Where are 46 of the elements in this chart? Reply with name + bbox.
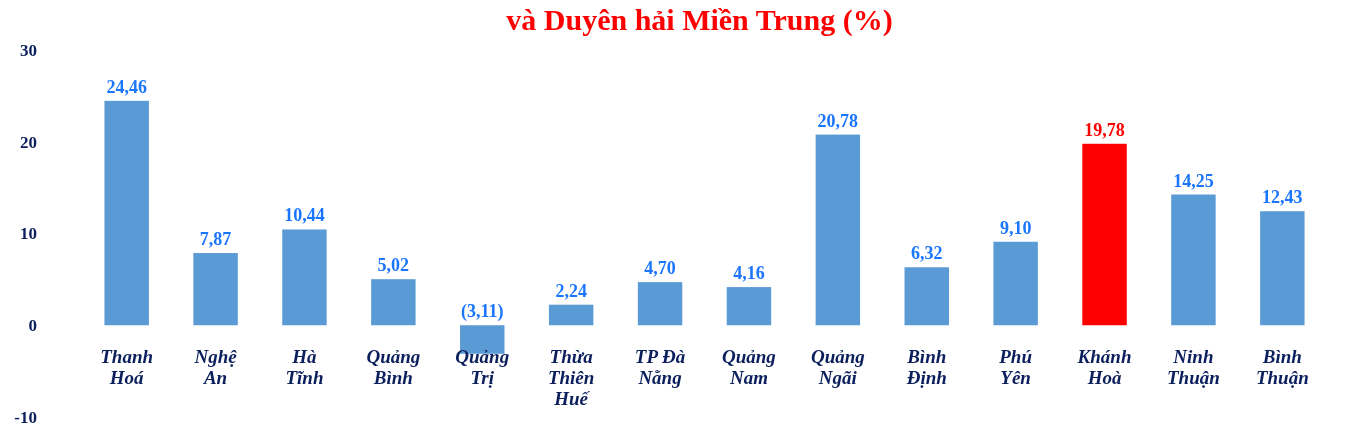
- data-label: (3,11): [461, 301, 504, 323]
- x-tick-label: Thừa Thiên Huế: [547, 346, 595, 410]
- y-tick-label: 10: [20, 224, 37, 244]
- data-label: 12,43: [1262, 187, 1303, 208]
- bar: [637, 282, 683, 326]
- bar: [726, 287, 772, 326]
- bar: [548, 304, 594, 326]
- y-tick-label: -10: [14, 407, 37, 427]
- bar: [282, 229, 327, 326]
- x-tick-label: Thanh Hoá: [100, 346, 154, 389]
- x-tick-label: Khánh Hoà: [1076, 346, 1132, 389]
- data-label: 20,78: [817, 110, 859, 131]
- data-label: 7,87: [199, 229, 232, 250]
- data-label: 2,24: [555, 280, 587, 301]
- y-tick-label: 0: [28, 316, 37, 336]
- bar: [904, 267, 949, 326]
- bar: [815, 134, 861, 326]
- x-tick-label: Phú Yên: [998, 346, 1033, 389]
- bar: [1082, 143, 1127, 326]
- bar: [371, 279, 416, 326]
- x-tick-label: Bình Định: [905, 346, 947, 389]
- y-tick-label: 20: [20, 132, 37, 152]
- x-tick-label: Bình Thuận: [1255, 346, 1309, 389]
- bar: [193, 253, 238, 326]
- x-tick-label: Ninh Thuận: [1167, 346, 1220, 389]
- bar: [104, 100, 149, 326]
- bar: [993, 241, 1038, 326]
- data-label: 4,16: [733, 263, 765, 284]
- x-tick-label: Quảng Nam: [722, 346, 776, 389]
- data-label: 24,46: [106, 76, 147, 97]
- data-label: 4,70: [644, 258, 676, 279]
- x-tick-label: Nghệ An: [193, 346, 238, 389]
- x-tick-label: TP Đà Nẵng: [634, 346, 686, 389]
- x-tick-label: Quảng Bình: [366, 346, 421, 389]
- x-tick-label: Hà Tĩnh: [285, 346, 324, 389]
- data-label: 6,32: [910, 243, 943, 264]
- bar: [1171, 194, 1216, 326]
- bar: [1260, 211, 1305, 326]
- data-label: 10,44: [284, 205, 325, 226]
- data-label: 14,25: [1173, 170, 1214, 191]
- chart-title: và Duyên hải Miền Trung (%): [506, 3, 893, 37]
- y-tick-label: 30: [20, 40, 37, 60]
- data-label: 9,10: [999, 217, 1032, 238]
- x-tick-label: Quảng Ngãi: [810, 346, 865, 389]
- data-label: 19,78: [1084, 119, 1125, 140]
- data-label: 5,02: [377, 255, 410, 276]
